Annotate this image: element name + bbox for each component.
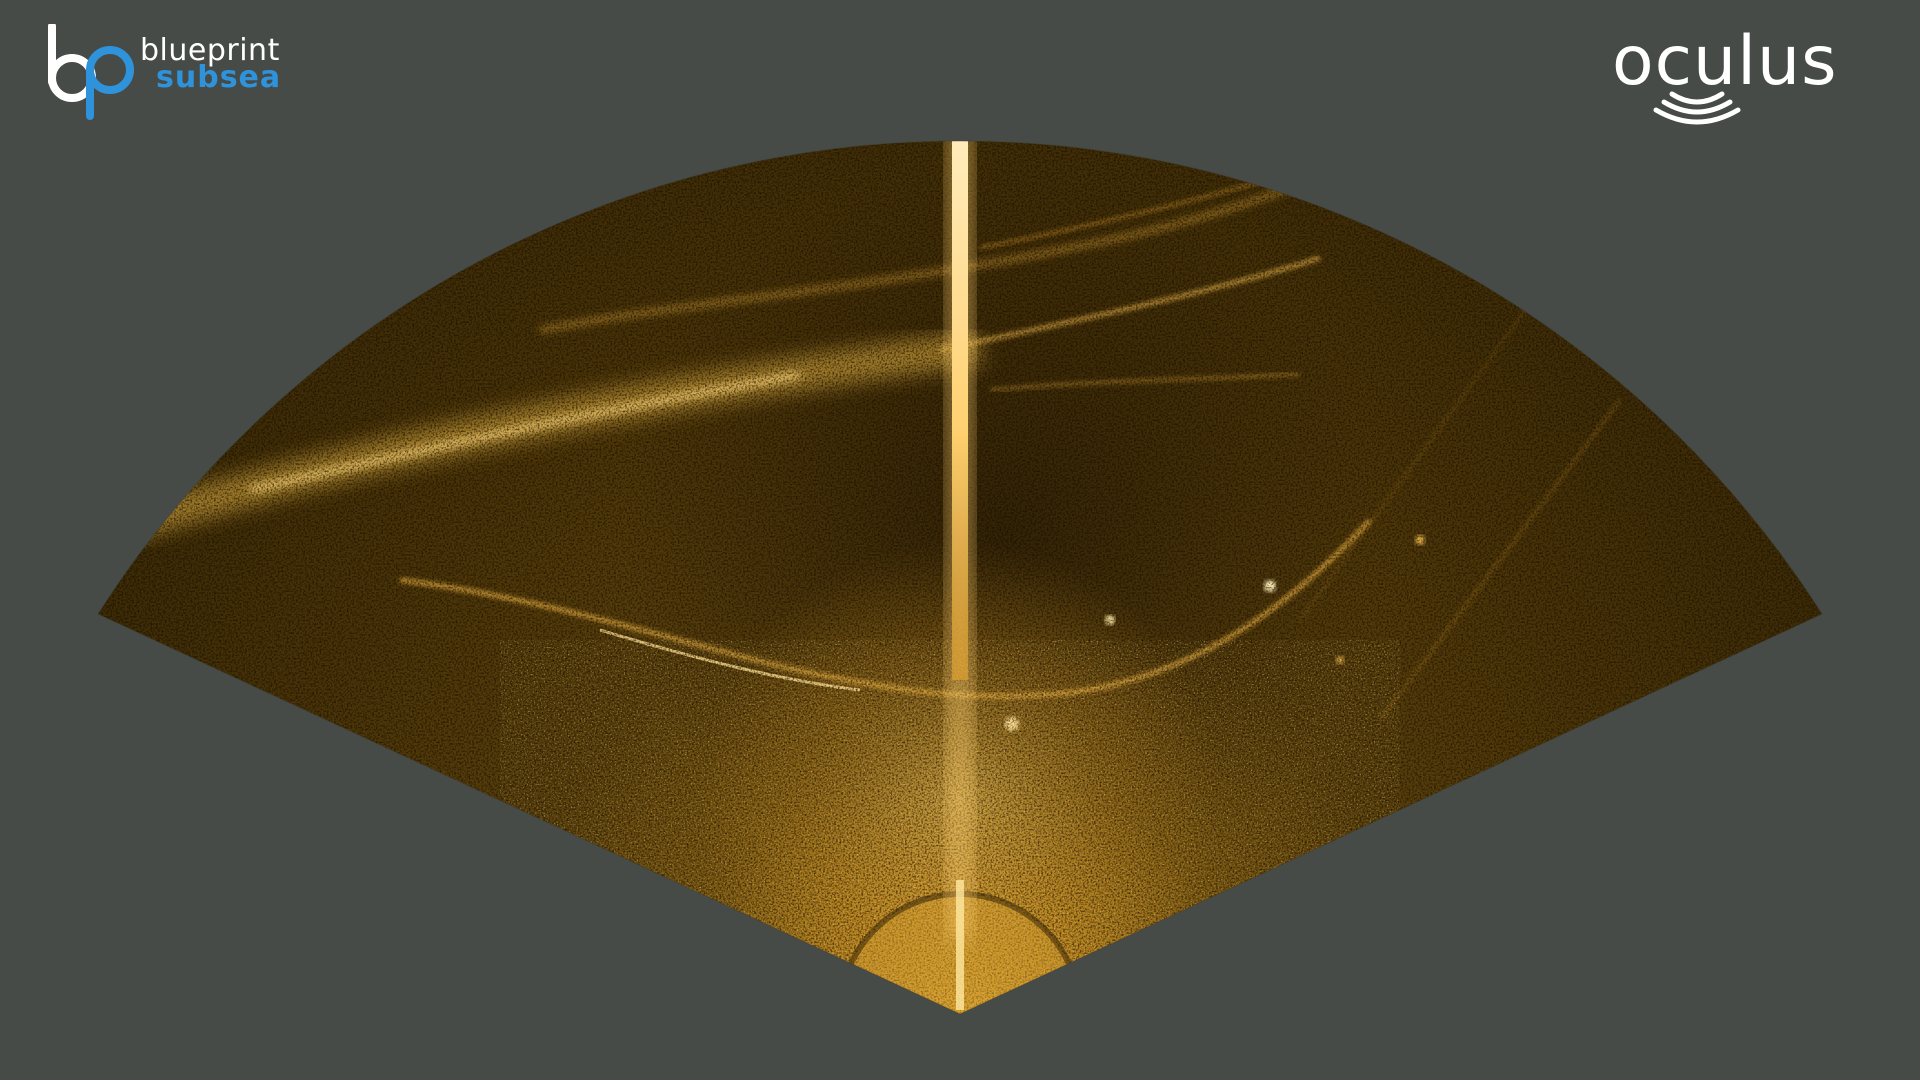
blueprint-bp-logo-icon — [48, 24, 134, 120]
sonar-waves-icon — [1653, 91, 1741, 125]
logo-text-oculus: oculus — [1612, 22, 1838, 101]
oculus-logo: oculus — [1604, 22, 1884, 125]
logo-text-blueprint: blueprint — [140, 33, 280, 68]
blueprint-subsea-logo: blueprint subsea — [46, 24, 286, 124]
logo-text-subsea: subsea — [156, 60, 282, 95]
